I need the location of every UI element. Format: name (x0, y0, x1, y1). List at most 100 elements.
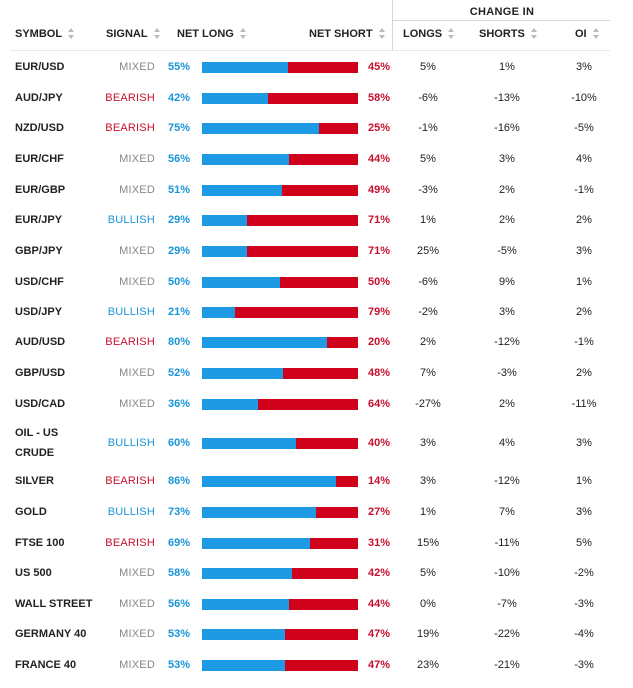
column-header-signal[interactable]: SIGNAL (106, 20, 161, 50)
net-short-percent: 47% (367, 658, 390, 671)
table-row[interactable]: WALL STREET MIXED 56% 44% 0% -7% -3% (0, 588, 633, 619)
table-row[interactable]: US 500 MIXED 58% 42% 5% -10% -2% (0, 558, 633, 588)
table-row[interactable]: GOLD BULLISH 73% 27% 1% 7% 3% (0, 496, 633, 527)
symbol-cell[interactable]: SILVER (15, 475, 54, 487)
table-row[interactable]: AUD/JPY BEARISH 42% 58% -6% -13% -10% (0, 82, 633, 113)
table-row[interactable]: GBP/JPY MIXED 29% 71% 25% -5% 3% (0, 235, 633, 266)
symbol-cell[interactable]: GOLD (15, 505, 47, 518)
oi-change-cell: 2% (576, 214, 592, 226)
net-long-percent: 58% (167, 567, 190, 579)
table-row[interactable]: EUR/JPY BULLISH 29% 71% 1% 2% 2% (0, 205, 633, 235)
oi-change-cell: 3% (576, 244, 592, 257)
table-row[interactable]: SILVER BEARISH 86% 14% 3% -12% 1% (0, 466, 633, 496)
net-long-percent: 55% (167, 60, 190, 73)
sort-icon[interactable] (239, 27, 247, 39)
signal-cell: MIXED (119, 597, 155, 610)
oi-change-cell: 4% (576, 152, 592, 165)
net-long-percent: 60% (167, 436, 190, 449)
shorts-change-cell: 2% (499, 214, 515, 226)
symbol-cell[interactable]: AUD/USD (15, 336, 66, 348)
table-row[interactable]: USD/CAD MIXED 36% 64% -27% 2% -11% (0, 388, 633, 419)
symbol-cell[interactable]: GBP/USD (15, 366, 66, 379)
column-header-symbol-label: SYMBOL (15, 28, 63, 40)
net-long-percent: 51% (167, 183, 190, 196)
symbol-cell[interactable]: EUR/JPY (15, 214, 63, 226)
symbol-cell[interactable]: FTSE 100 (15, 536, 65, 549)
net-long-percent: 75% (167, 122, 190, 134)
symbol-cell[interactable]: WALL STREET (15, 597, 93, 610)
symbol-cell[interactable]: EUR/GBP (15, 183, 66, 196)
table-row[interactable]: EUR/USD MIXED 55% 45% 5% 1% 3% (0, 51, 633, 82)
symbol-cell[interactable]: FRANCE 40 (15, 658, 77, 671)
change-group-header: CHANGE IN (392, 0, 611, 20)
oi-change-cell: -10% (571, 91, 597, 104)
change-group-divider (392, 20, 610, 21)
shorts-change-cell: -12% (494, 336, 520, 348)
shorts-change-cell: 1% (499, 60, 515, 73)
longs-change-cell: -3% (418, 183, 438, 196)
net-short-percent: 44% (367, 597, 390, 610)
column-header-longs-label: LONGS (403, 28, 443, 40)
sort-icon[interactable] (378, 27, 386, 39)
table-row[interactable]: AUD/USD BEARISH 80% 20% 2% -12% -1% (0, 327, 633, 357)
symbol-cell[interactable]: AUD/JPY (15, 91, 63, 104)
table-row[interactable]: OIL - US CRUDE BULLISH 60% 40% 3% 4% 3% (0, 419, 633, 466)
column-header-shorts[interactable]: SHORTS (479, 20, 538, 50)
longs-change-cell: 1% (420, 505, 436, 518)
sentiment-bar (202, 659, 358, 671)
column-header-oi[interactable]: OI (575, 20, 600, 50)
signal-cell: MIXED (119, 366, 155, 379)
longs-change-cell: -6% (418, 275, 438, 288)
symbol-cell[interactable]: GERMANY 40 (15, 628, 87, 640)
table-row[interactable]: GBP/USD MIXED 52% 48% 7% -3% 2% (0, 357, 633, 388)
symbol-cell[interactable]: USD/JPY (15, 306, 63, 318)
symbol-cell[interactable]: EUR/CHF (15, 152, 64, 165)
symbol-cell[interactable]: GBP/JPY (15, 244, 63, 257)
signal-cell: BEARISH (105, 536, 155, 549)
signal-cell: MIXED (119, 567, 155, 579)
table-row[interactable]: FTSE 100 BEARISH 69% 31% 15% -11% 5% (0, 527, 633, 558)
sort-icon[interactable] (530, 27, 538, 39)
table-row[interactable]: USD/JPY BULLISH 21% 79% -2% 3% 2% (0, 297, 633, 327)
column-header-net-short[interactable]: NET SHORT (309, 20, 386, 50)
net-short-percent: 71% (367, 244, 390, 257)
signal-cell: BEARISH (105, 475, 155, 487)
symbol-cell[interactable]: NZD/USD (15, 122, 64, 134)
net-long-fill (202, 598, 290, 610)
sort-icon[interactable] (68, 27, 75, 39)
symbol-cell[interactable]: USD/CAD (15, 397, 66, 410)
sort-icon[interactable] (153, 27, 161, 39)
net-long-percent: 73% (167, 505, 190, 518)
symbol-cell[interactable]: OIL - US CRUDE (15, 426, 59, 459)
net-short-percent: 50% (367, 275, 390, 288)
table-row[interactable]: EUR/CHF MIXED 56% 44% 5% 3% 4% (0, 143, 633, 174)
sentiment-bar (202, 537, 358, 549)
table-row[interactable]: FRANCE 40 MIXED 53% 47% 23% -21% -3% (0, 649, 633, 680)
sentiment-bar (202, 598, 358, 610)
oi-change-cell: 2% (576, 366, 592, 379)
change-group-left-border (392, 20, 393, 50)
table-row[interactable]: GERMANY 40 MIXED 53% 47% 19% -22% -4% (0, 619, 633, 649)
longs-change-cell: -27% (415, 397, 441, 410)
signal-cell: BULLISH (107, 306, 155, 318)
column-header-longs[interactable]: LONGS (403, 20, 455, 50)
column-header-net-long[interactable]: NET LONG (177, 20, 247, 50)
oi-change-cell: -11% (571, 397, 597, 410)
longs-change-cell: 25% (416, 244, 440, 257)
symbol-cell[interactable]: USD/CHF (15, 275, 64, 288)
table-row[interactable]: USD/CHF MIXED 50% 50% -6% 9% 1% (0, 266, 633, 297)
column-header-symbol[interactable]: SYMBOL (15, 20, 75, 50)
shorts-change-cell: 7% (499, 505, 515, 518)
oi-change-cell: 3% (576, 436, 592, 449)
sort-icon[interactable] (592, 27, 600, 39)
longs-change-cell: 15% (416, 536, 440, 549)
table-row[interactable]: EUR/GBP MIXED 51% 49% -3% 2% -1% (0, 174, 633, 205)
symbol-cell[interactable]: US 500 (15, 567, 52, 579)
net-long-fill (202, 629, 285, 640)
signal-cell: BULLISH (107, 214, 155, 226)
table-row[interactable]: NZD/USD BEARISH 75% 25% -1% -16% -5% (0, 113, 633, 143)
sort-icon[interactable] (448, 27, 455, 39)
net-long-percent: 53% (167, 658, 190, 671)
symbol-cell[interactable]: EUR/USD (15, 60, 65, 73)
net-short-percent: 27% (367, 505, 390, 518)
